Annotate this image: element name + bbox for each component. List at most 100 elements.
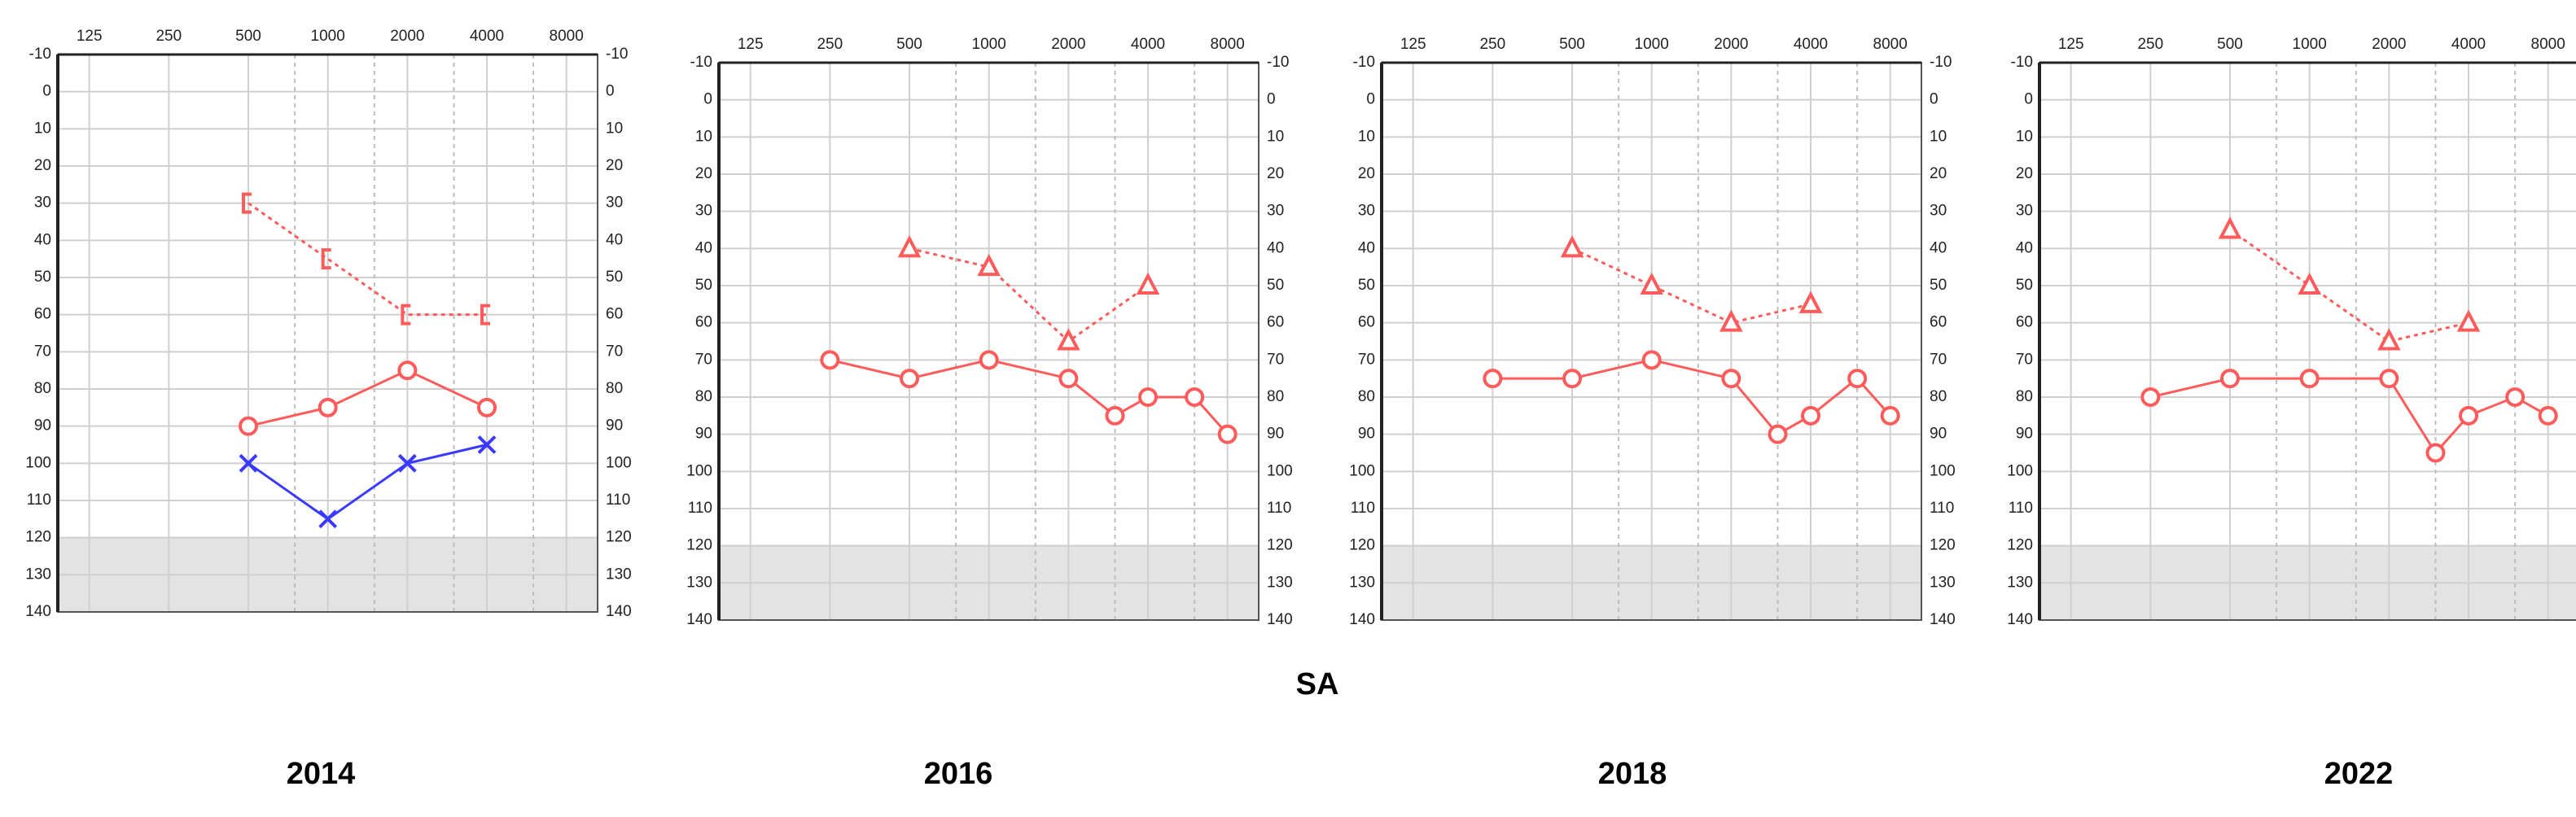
- y-tick-label-right: 40: [1930, 239, 1947, 256]
- marker-circle: [318, 397, 338, 417]
- marker-circle: [2459, 405, 2479, 426]
- x-tick-label: 500: [2217, 36, 2243, 53]
- y-tick-label-right: 0: [1930, 91, 1939, 108]
- y-tick-label-right: 80: [606, 380, 623, 397]
- y-tick-label-right: 20: [1267, 165, 1284, 182]
- marker-circle: [1801, 405, 1821, 426]
- x-tick-label: 125: [1400, 36, 1426, 53]
- x-tick-label: 250: [1479, 36, 1505, 53]
- y-tick-label: 60: [34, 306, 51, 323]
- y-tick-label: 10: [695, 128, 712, 145]
- y-tick-label-right: 140: [606, 603, 632, 620]
- y-tick-label: 50: [1358, 277, 1375, 294]
- marker-x: [477, 435, 497, 454]
- y-tick-label: 140: [686, 611, 712, 628]
- marker-circle: [1721, 369, 1741, 389]
- marker-circle: [1105, 405, 1125, 426]
- y-tick-label: 110: [688, 500, 712, 517]
- marker-circle: [477, 397, 497, 417]
- y-tick-label-right: 120: [606, 529, 632, 546]
- marker-circle: [1768, 424, 1788, 444]
- y-tick-label: 140: [1349, 611, 1375, 628]
- y-tick-label: 100: [25, 454, 51, 471]
- y-tick-label: 0: [2024, 91, 2033, 108]
- y-tick-label: 90: [34, 417, 51, 435]
- y-tick-label-right: 90: [606, 417, 623, 435]
- y-tick-label: 90: [2016, 426, 2033, 443]
- y-tick-label: 40: [1358, 239, 1375, 256]
- marker-circle: [397, 360, 418, 381]
- x-tick-label: 4000: [2451, 36, 2486, 53]
- y-tick-label-right: 110: [606, 492, 630, 509]
- y-tick-label: 130: [25, 566, 51, 583]
- y-tick-label: 100: [1349, 462, 1375, 479]
- y-tick-label: 110: [27, 492, 51, 509]
- y-tick-label: 20: [1358, 165, 1375, 182]
- y-tick-label: 120: [2007, 537, 2033, 554]
- y-tick-label-right: 50: [1930, 277, 1947, 294]
- y-tick-label-right: 60: [1267, 314, 1284, 331]
- y-tick-label: 120: [1349, 537, 1375, 554]
- x-tick-label: 8000: [1873, 36, 1908, 53]
- y-tick-label-right: 40: [606, 231, 623, 248]
- y-tick-label: 130: [686, 574, 712, 591]
- y-tick-label: 10: [34, 120, 51, 137]
- x-tick-label: 8000: [550, 28, 584, 45]
- y-tick-label: 30: [2016, 203, 2033, 220]
- y-tick-label-right: 60: [1930, 314, 1947, 331]
- marker-triangle: [1560, 235, 1584, 258]
- chart-title: 2022: [2324, 757, 2394, 791]
- y-tick-label: 100: [2007, 462, 2033, 479]
- x-tick-label: 4000: [1794, 36, 1828, 53]
- marker-circle: [2140, 387, 2161, 407]
- y-tick-label: -10: [1353, 54, 1375, 71]
- audiogram: -10 -10 0 0 10 10 20 20 30 30 40 40 50 50 60 60 70 70 80 80…: [1349, 36, 1955, 628]
- y-tick-label-right: -10: [1267, 54, 1289, 71]
- y-tick-label-right: 20: [1930, 165, 1947, 182]
- y-tick-label: 130: [2007, 574, 2033, 591]
- y-tick-label: 30: [695, 203, 712, 220]
- marker-triangle: [1057, 328, 1080, 351]
- y-tick-label: 140: [2007, 611, 2033, 628]
- marker-circle: [2299, 369, 2320, 389]
- y-tick-label: 110: [1351, 500, 1375, 517]
- marker-circle: [2379, 369, 2399, 389]
- x-tick-label: 2000: [2372, 36, 2406, 53]
- y-tick-label-right: 100: [1267, 462, 1293, 479]
- y-tick-label-right: 120: [1267, 537, 1293, 554]
- y-tick-label: 80: [1358, 388, 1375, 405]
- marker-triangle: [1720, 309, 1743, 332]
- y-tick-label: 90: [1358, 426, 1375, 443]
- y-tick-label-right: 120: [1930, 537, 1956, 554]
- audiogram: -10 -10 0 0 10 10 20 20 30 30 40 40 50 50 60 60 70 70 80 80…: [25, 28, 631, 620]
- y-tick-label: 0: [1366, 91, 1375, 108]
- y-tick-label: 80: [34, 380, 51, 397]
- y-tick-label-right: 10: [1930, 128, 1947, 145]
- y-tick-label: 120: [25, 529, 51, 546]
- y-tick-label-right: 140: [1930, 611, 1956, 628]
- y-tick-label: 60: [1358, 314, 1375, 331]
- x-tick-label: 1000: [311, 28, 345, 45]
- y-tick-label: 50: [2016, 277, 2033, 294]
- y-tick-label: -10: [29, 46, 51, 63]
- y-tick-label-right: 60: [606, 306, 623, 323]
- y-tick-label-right: 90: [1930, 426, 1947, 443]
- x-tick-label: 250: [2137, 36, 2163, 53]
- marker-triangle: [2298, 272, 2321, 295]
- marker-triangle: [2377, 328, 2401, 351]
- y-tick-label: 70: [2016, 351, 2033, 368]
- y-tick-label: 60: [2016, 314, 2033, 331]
- x-tick-label: 8000: [2531, 36, 2565, 53]
- marker-triangle: [977, 253, 1001, 277]
- y-tick-label-right: 30: [1267, 203, 1284, 220]
- x-tick-label: 2000: [1051, 36, 1085, 53]
- y-tick-label: -10: [2011, 54, 2033, 71]
- marker-circle: [239, 416, 259, 436]
- y-tick-label: 70: [34, 343, 51, 360]
- series-line: [909, 247, 1149, 343]
- y-tick-label-right: 50: [1267, 277, 1284, 294]
- x-tick-label: 125: [2058, 36, 2084, 53]
- y-tick-label: 10: [1358, 128, 1375, 145]
- y-tick-label: 50: [695, 277, 712, 294]
- y-tick-label: 140: [25, 603, 51, 620]
